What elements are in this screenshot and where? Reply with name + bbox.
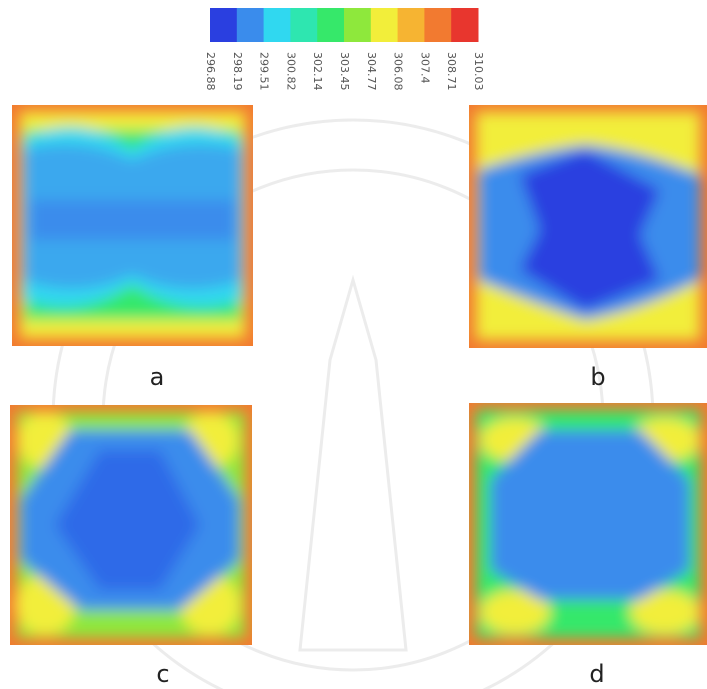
colorbar-segment xyxy=(317,8,344,42)
colorbar-segment xyxy=(290,8,317,42)
colorbar-segment xyxy=(237,8,264,42)
panel-label: b xyxy=(590,363,605,391)
colorbar-segment xyxy=(451,8,478,42)
panel-label: a xyxy=(150,363,165,391)
colorbar-tick-label: 310.03 xyxy=(472,52,485,91)
contour-d xyxy=(469,403,707,645)
panel-label: c xyxy=(156,660,169,688)
contour-b xyxy=(469,105,707,348)
colorbar-tick-label: 296.88 xyxy=(204,52,217,91)
colorbar-segment xyxy=(371,8,398,42)
colorbar-segment xyxy=(398,8,425,42)
figure: a b c d 296.88 298.19 299.51 300.82 302.14 30… xyxy=(0,0,707,689)
colorbar-tick-label: 302.14 xyxy=(311,52,324,91)
colorbar-segment xyxy=(424,8,451,42)
colorbar-tick-label: 300.82 xyxy=(284,52,297,91)
colorbar-tick-label: 304.77 xyxy=(365,52,378,91)
contour-a xyxy=(12,105,253,346)
colorbar-tick-label: 299.51 xyxy=(258,52,271,91)
colorbar-tick-label: 303.45 xyxy=(338,52,351,91)
panel-label: d xyxy=(589,660,604,688)
colorbar-tick-label: 306.08 xyxy=(392,52,405,91)
colorbar-tick-label: 307.4 xyxy=(418,52,431,84)
colorbar-segment xyxy=(344,8,371,42)
colorbar-tick-label: 308.71 xyxy=(445,52,458,91)
colorbar-segment xyxy=(210,8,237,42)
contour-c xyxy=(10,405,252,645)
colorbar-segment xyxy=(264,8,291,42)
colorbar-tick-label: 298.19 xyxy=(231,52,244,90)
